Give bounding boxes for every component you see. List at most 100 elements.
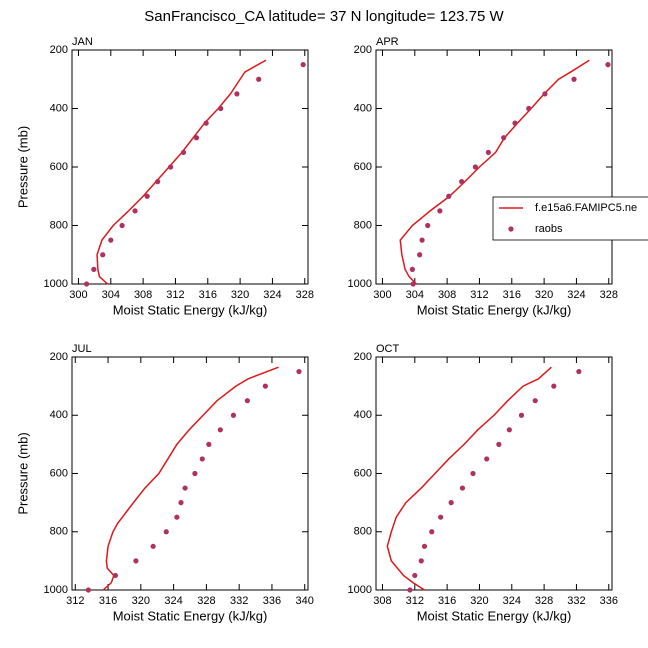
raob-marker (485, 149, 491, 155)
raob-marker (206, 441, 212, 447)
raob-marker (437, 208, 443, 214)
raob-marker (256, 76, 262, 82)
x-tick-label: 324 (567, 289, 585, 301)
plot-frame (375, 49, 613, 285)
plot-frame (71, 49, 309, 285)
raob-marker (496, 441, 502, 447)
x-tick-label: 328 (535, 595, 553, 607)
x-tick-label: 328 (296, 289, 314, 301)
raob-marker (518, 412, 525, 418)
x-tick-label: 324 (263, 289, 281, 301)
raob-marker (100, 252, 106, 258)
raob-marker (217, 427, 223, 433)
y-tick-label: 200 (354, 351, 372, 363)
figure-title: SanFrancisco_CA latitude= 37 N longitude… (144, 8, 504, 25)
raob-marker (168, 164, 174, 170)
x-tick-label: 332 (230, 595, 248, 607)
raob-marker (551, 383, 557, 389)
x-tick-label: 336 (600, 595, 618, 607)
y-tick-label: 600 (354, 467, 372, 479)
x-tick-label: 308 (373, 595, 391, 607)
raob-marker (409, 266, 415, 272)
raob-marker (425, 222, 431, 229)
raob-marker (178, 500, 184, 506)
legend-box (492, 196, 648, 241)
raob-marker (526, 105, 532, 112)
x-tick-label: 300 (69, 289, 87, 301)
x-axis-title: Moist Static Energy (kJ/kg) (113, 302, 268, 317)
x-tick-label: 304 (102, 289, 120, 301)
x-tick-label: 316 (99, 595, 117, 607)
raob-marker (174, 514, 180, 520)
raob-marker (501, 135, 507, 141)
raob-marker (155, 179, 161, 185)
raob-marker (244, 398, 250, 404)
raob-marker (91, 266, 97, 272)
model-line (102, 366, 279, 591)
x-tick-label: 320 (231, 289, 249, 301)
y-tick-label: 800 (50, 219, 68, 231)
raob-marker (262, 383, 268, 389)
raob-marker (484, 456, 490, 462)
x-tick-label: 328 (600, 289, 618, 301)
x-axis-title: Moist Static Energy (kJ/kg) (417, 608, 572, 623)
raob-marker (150, 543, 156, 549)
raob-marker (218, 105, 224, 112)
raob-marker (193, 135, 200, 141)
y-tick-label: 800 (354, 526, 372, 538)
y-axis-title: Pressure (mb) (15, 126, 30, 208)
raob-marker (182, 485, 188, 491)
raob-marker (410, 281, 416, 287)
x-axis-title: Moist Static Energy (kJ/kg) (417, 302, 572, 317)
raob-marker (407, 587, 413, 593)
x-tick-label: 324 (503, 595, 521, 607)
raob-marker (112, 572, 119, 579)
raob-marker (199, 456, 205, 462)
y-tick-label: 400 (50, 102, 68, 114)
y-tick-label: 1000 (44, 584, 68, 596)
y-tick-label: 400 (354, 409, 372, 421)
raob-marker (108, 237, 114, 243)
model-line (399, 59, 590, 285)
raob-marker (296, 368, 302, 375)
raob-marker (472, 164, 479, 170)
raob-marker (163, 529, 169, 535)
y-tick-label: 600 (50, 161, 68, 173)
raob-marker (417, 252, 423, 258)
x-tick-label: 312 (66, 595, 84, 607)
y-tick-label: 1000 (44, 278, 68, 290)
raob-marker (605, 62, 611, 68)
x-tick-label: 312 (406, 595, 424, 607)
panel-label: JAN (72, 36, 93, 48)
x-tick-label: 336 (263, 595, 281, 607)
raob-marker (180, 149, 187, 155)
x-tick-label: 324 (164, 595, 182, 607)
raob-marker (542, 91, 548, 97)
panel-label: JUL (72, 343, 92, 355)
y-tick-label: 600 (354, 161, 372, 173)
raob-marker (133, 558, 139, 564)
panel-label: APR (376, 36, 399, 48)
raob-marker (234, 91, 240, 97)
x-tick-label: 316 (199, 289, 217, 301)
raob-marker (421, 543, 428, 549)
y-tick-label: 1000 (348, 584, 372, 596)
raob-marker (419, 237, 425, 243)
model-line (96, 59, 267, 285)
x-tick-label: 320 (535, 289, 553, 301)
raob-marker (506, 427, 512, 433)
legend-label: f.e15a6.FAMIPC5.ne (535, 202, 637, 214)
raob-marker (459, 485, 466, 491)
y-tick-label: 200 (354, 44, 372, 56)
raob-marker (532, 398, 538, 404)
raob-marker (144, 193, 150, 199)
x-tick-label: 300 (373, 289, 391, 301)
y-tick-label: 400 (50, 409, 68, 421)
plot-frame (375, 356, 613, 591)
raob-marker (446, 193, 452, 199)
x-tick-label: 304 (406, 289, 424, 301)
raob-marker (132, 208, 138, 214)
x-tick-label: 316 (503, 289, 521, 301)
x-axis-title: Moist Static Energy (kJ/kg) (113, 608, 268, 623)
